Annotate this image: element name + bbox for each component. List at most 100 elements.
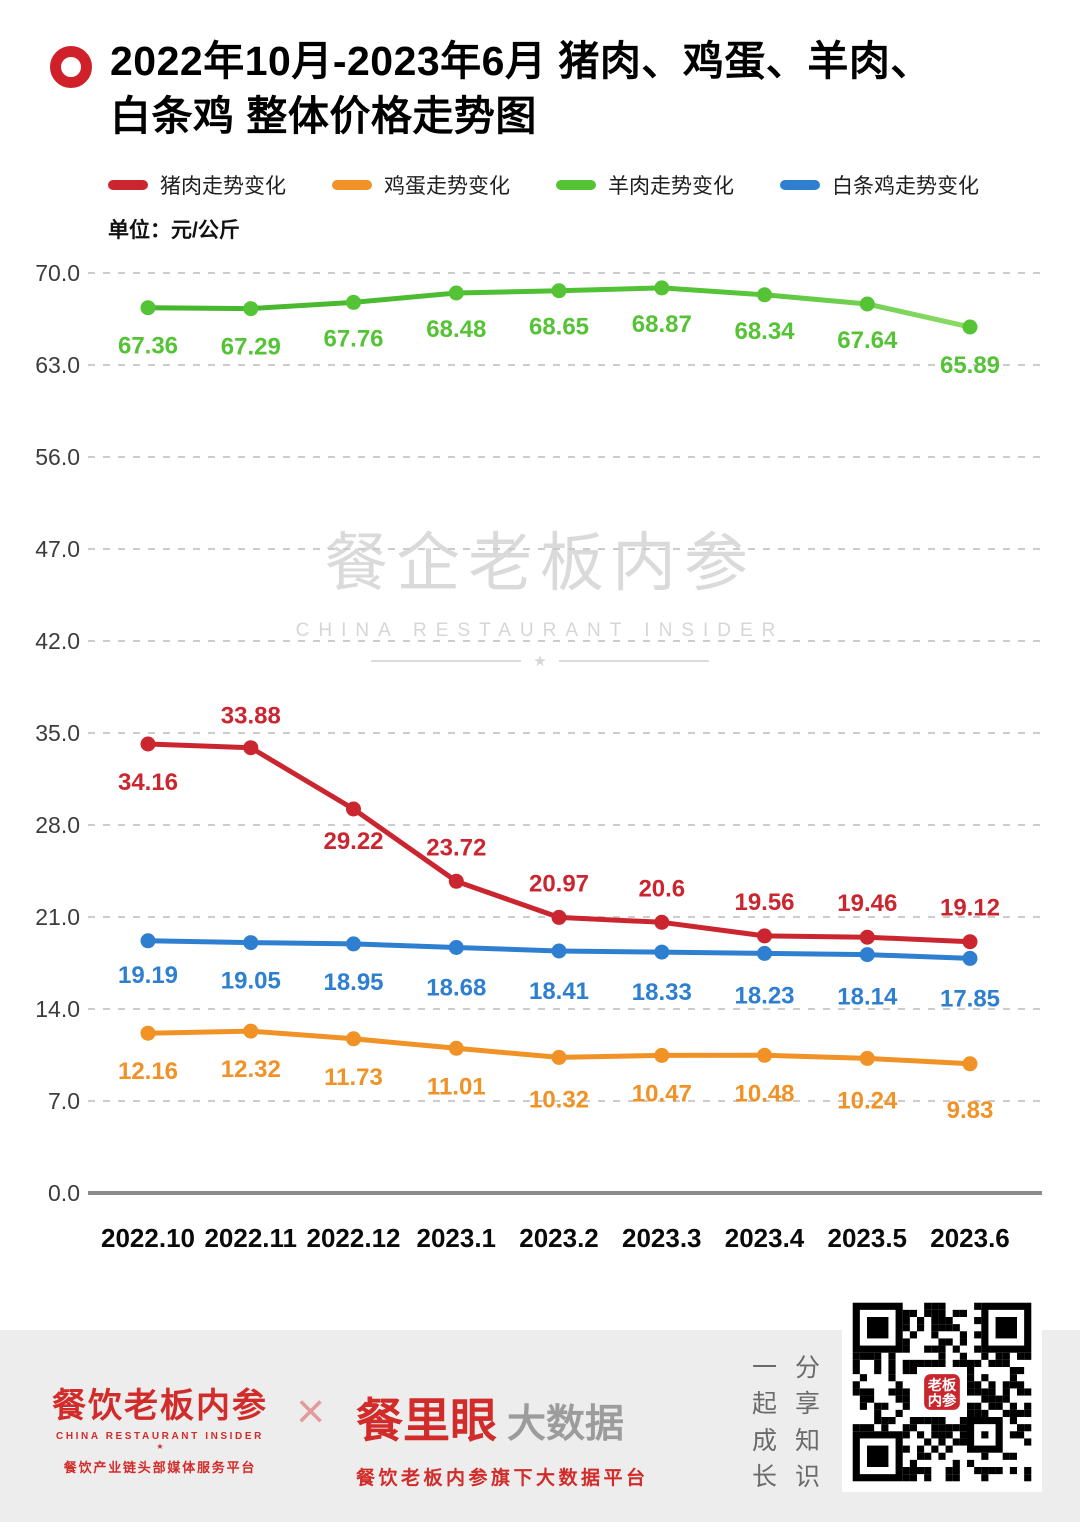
egg-data-point xyxy=(448,1040,464,1056)
watermark: 餐企老板内参 CHINA RESTAURANT INSIDER ★ xyxy=(0,512,1080,670)
qr-module xyxy=(959,1359,967,1367)
qr-module xyxy=(995,1352,1003,1360)
qr-module xyxy=(902,1395,910,1403)
qr-module xyxy=(917,1359,925,1367)
qr-module xyxy=(931,1359,939,1367)
chicken-value-label: 18.95 xyxy=(323,969,383,996)
header: 2022年10月-2023年6月 猪肉、鸡蛋、羊肉、 白条鸡 整体价格走势图 xyxy=(50,34,1050,145)
lamb-value-label: 68.87 xyxy=(632,311,692,338)
qr-module xyxy=(859,1395,867,1403)
qr-module xyxy=(917,1452,925,1460)
qr-module xyxy=(952,1309,960,1317)
egg-data-point xyxy=(757,1047,772,1063)
pork-data-point xyxy=(859,929,875,945)
legend-item-chicken: 白条鸡走势变化 xyxy=(780,170,979,200)
egg-value-label: 9.83 xyxy=(947,1097,994,1124)
qr-module xyxy=(981,1374,989,1382)
x-tick-label: 2023.4 xyxy=(725,1223,805,1253)
qr-module xyxy=(952,1424,960,1432)
brand-insider-english: CHINA RESTAURANT INSIDER xyxy=(56,1431,264,1442)
qr-module xyxy=(1002,1381,1010,1389)
qr-module xyxy=(888,1417,896,1425)
slogan-column-2: 分享知识 xyxy=(795,1354,821,1491)
qr-module xyxy=(888,1359,896,1367)
qr-module xyxy=(938,1438,946,1446)
pork-value-label: 20.6 xyxy=(638,875,685,902)
egg-value-label: 10.47 xyxy=(632,1080,692,1107)
qr-module xyxy=(1009,1417,1017,1425)
lamb-data-point xyxy=(551,283,567,299)
qr-module xyxy=(974,1302,982,1310)
unit-label: 单位：元/公斤 xyxy=(108,219,240,242)
lamb-data-point xyxy=(859,296,875,312)
pork-data-point xyxy=(757,928,772,944)
qr-module xyxy=(909,1367,917,1375)
pork-data-point xyxy=(962,934,978,950)
pork-data-point xyxy=(654,914,670,930)
y-tick-label: 28.0 xyxy=(35,812,80,838)
lamb-value-label: 67.36 xyxy=(118,333,178,360)
chicken-data-point xyxy=(551,943,567,959)
qr-module xyxy=(967,1367,975,1375)
qr-module xyxy=(1002,1359,1010,1367)
qr-module xyxy=(888,1352,896,1360)
qr-module xyxy=(959,1309,967,1317)
pork-value-label: 19.46 xyxy=(837,890,897,917)
brand-canliyan-title: 餐里眼 大数据 xyxy=(356,1382,649,1451)
qr-module xyxy=(981,1467,989,1475)
pork-value-label: 19.56 xyxy=(734,889,794,916)
lamb-value-label: 67.64 xyxy=(837,327,898,354)
egg-value-label: 12.16 xyxy=(118,1058,178,1085)
legend-label-egg: 鸡蛋走势变化 xyxy=(384,175,510,198)
qr-module xyxy=(852,1359,860,1367)
lamb-data-point xyxy=(962,319,978,335)
qr-module xyxy=(1002,1409,1010,1417)
qr-module xyxy=(859,1374,867,1382)
egg-data-point xyxy=(346,1031,361,1047)
qr-module xyxy=(952,1359,960,1367)
qr-module xyxy=(995,1467,1003,1475)
qr-module xyxy=(909,1417,917,1425)
y-tick-label: 70.0 xyxy=(35,260,80,286)
qr-module xyxy=(952,1324,960,1332)
qr-module xyxy=(902,1317,910,1325)
qr-module xyxy=(859,1352,867,1360)
y-tick-label: 21.0 xyxy=(35,904,80,930)
qr-module xyxy=(945,1317,953,1325)
qr-module xyxy=(852,1388,860,1396)
qr-module xyxy=(988,1395,996,1403)
qr-module xyxy=(867,1352,875,1360)
qr-module xyxy=(1024,1467,1032,1475)
qr-module xyxy=(902,1359,910,1367)
y-tick-label: 7.0 xyxy=(48,1088,80,1114)
qr-module xyxy=(967,1409,975,1417)
qr-module xyxy=(902,1345,910,1353)
qr-module xyxy=(959,1352,967,1360)
qr-module xyxy=(967,1374,975,1382)
legend-label-chicken: 白条鸡走势变化 xyxy=(832,175,979,198)
divider-line xyxy=(371,660,522,662)
qr-module xyxy=(988,1381,996,1389)
qr-module xyxy=(995,1359,1003,1367)
qr-module xyxy=(931,1445,939,1453)
qr-module xyxy=(974,1467,982,1475)
qr-module xyxy=(938,1302,946,1310)
qr-module xyxy=(888,1367,896,1375)
qr-module xyxy=(881,1402,889,1410)
watermark-star-divider: ★ xyxy=(0,652,1080,670)
qr-module xyxy=(945,1424,953,1432)
qr-module xyxy=(867,1388,875,1396)
qr-module xyxy=(859,1402,867,1410)
chicken-value-label: 18.41 xyxy=(529,978,589,1005)
lamb-value-label: 67.76 xyxy=(323,325,383,352)
lamb-line-marker xyxy=(556,180,596,190)
slogan-column-1: 一起成长 xyxy=(752,1354,778,1491)
qr-module xyxy=(917,1467,925,1475)
chart-legend: 猪肉走势变化 鸡蛋走势变化 羊肉走势变化 白条鸡走势变化 xyxy=(108,170,979,200)
title-line-2: 白条鸡 整体价格走势图 xyxy=(110,93,537,140)
chicken-data-point xyxy=(346,936,361,952)
qr-module xyxy=(938,1352,946,1360)
divider-line xyxy=(558,660,709,662)
qr-module xyxy=(938,1345,946,1353)
legend-label-lamb: 羊肉走势变化 xyxy=(608,175,734,198)
